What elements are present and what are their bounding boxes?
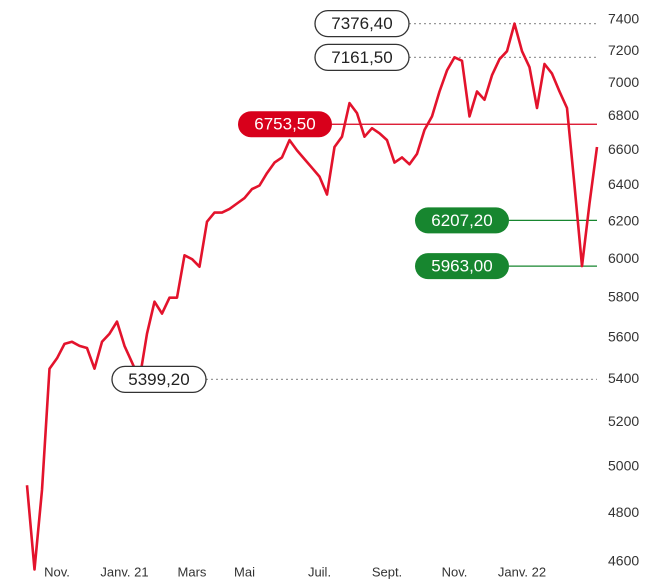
annotation-box [314,43,410,71]
x-tick-label: Sept. [372,564,402,579]
y-tick-label: 6200 [608,212,639,228]
x-tick-label: Janv. 21 [100,564,148,579]
annotation-box [415,207,509,234]
y-tick-label: 7400 [608,11,639,27]
y-tick-label: 5800 [608,288,639,304]
x-tick-label: Juil. [308,564,331,579]
price-line [25,22,599,571]
y-tick-label: 4600 [608,553,639,569]
y-tick-label: 5400 [608,370,639,386]
y-tick-label: 6600 [608,141,639,157]
x-tick-label: Nov. [44,564,70,579]
x-tick-label: Mars [178,564,207,579]
x-tick-label: Janv. 22 [498,564,546,579]
y-tick-label: 6400 [608,176,639,192]
y-tick-label: 6800 [608,107,639,123]
annotation-label: 5399,20 [128,370,189,389]
annotation-label: 6753,50 [254,115,315,134]
annotation-box [111,365,207,394]
y-tick-label: 6000 [608,250,639,266]
y-tick-label: 5600 [608,328,639,344]
annotation-label: 5963,00 [431,257,492,276]
annotation-box [238,111,332,138]
annotation-box [314,9,410,38]
y-tick-label: 7000 [608,74,639,90]
annotation-label: 6207,20 [431,211,492,230]
y-tick-label: 4800 [608,504,639,520]
y-tick-label: 5200 [608,413,639,429]
x-tick-label: Nov. [442,564,468,579]
annotation-label: 7161,50 [331,48,392,67]
annotation-box [415,253,509,280]
y-tick-label: 7200 [608,42,639,58]
y-tick-label: 5000 [608,458,639,474]
x-tick-label: Mai [234,564,255,579]
annotation-label: 7376,40 [331,14,392,33]
